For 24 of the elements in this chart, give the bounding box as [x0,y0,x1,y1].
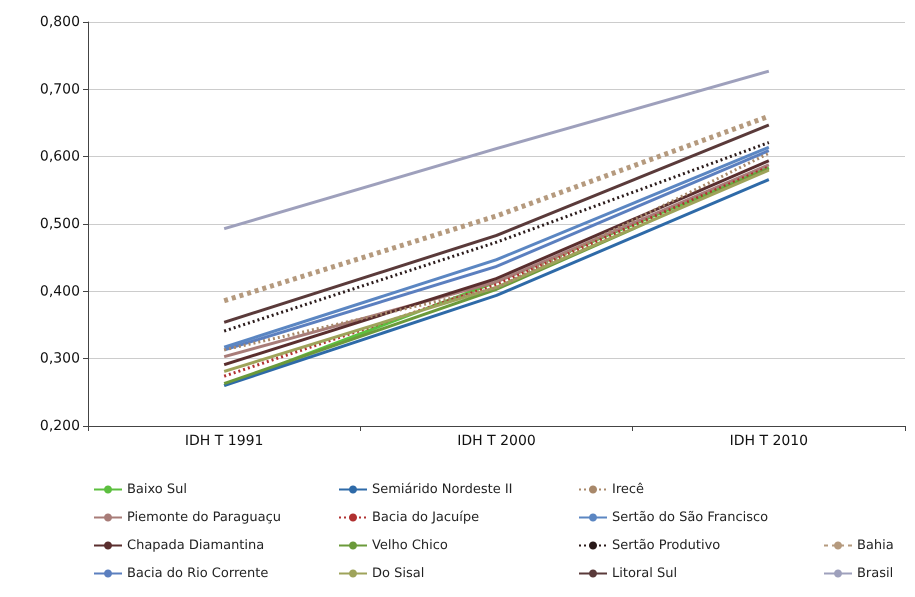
x-tick-label: IDH T 2000 [457,433,536,449]
legend-label: Baixo Sul [127,482,187,497]
y-tick-label: 0,400 [40,283,80,300]
y-tick-label: 0,700 [40,81,80,98]
legend-label: Irecê [612,482,644,497]
legend-label: Litoral Sul [612,566,678,581]
legend-label: Velho Chico [372,538,448,553]
x-tick-label: IDH T 1991 [184,433,264,449]
x-tick-label: IDH T 2010 [730,433,808,449]
legend-label: Chapada Diamantina [127,538,264,553]
y-tick-label: 0,500 [40,216,80,232]
legend-label: Bahia [857,538,894,553]
y-tick-label: 0,300 [40,350,80,367]
legend-label: Semiárido Nordeste II [372,482,512,497]
y-tick-label: 0,200 [40,418,80,434]
legend-label: Sertão Produtivo [612,538,720,553]
y-tick-label: 0,800 [40,14,80,30]
legend-label: Bacia do Jacuípe [372,510,480,525]
y-tick-label: 0,600 [40,148,80,165]
legend-label: Brasil [857,566,894,581]
legend-label: Piemonte do Paraguaçu [127,510,281,525]
legend-label: Bacia do Rio Corrente [127,566,268,581]
legend-label: Do Sisal [372,566,424,581]
legend-label: Sertão do São Francisco [612,510,768,525]
